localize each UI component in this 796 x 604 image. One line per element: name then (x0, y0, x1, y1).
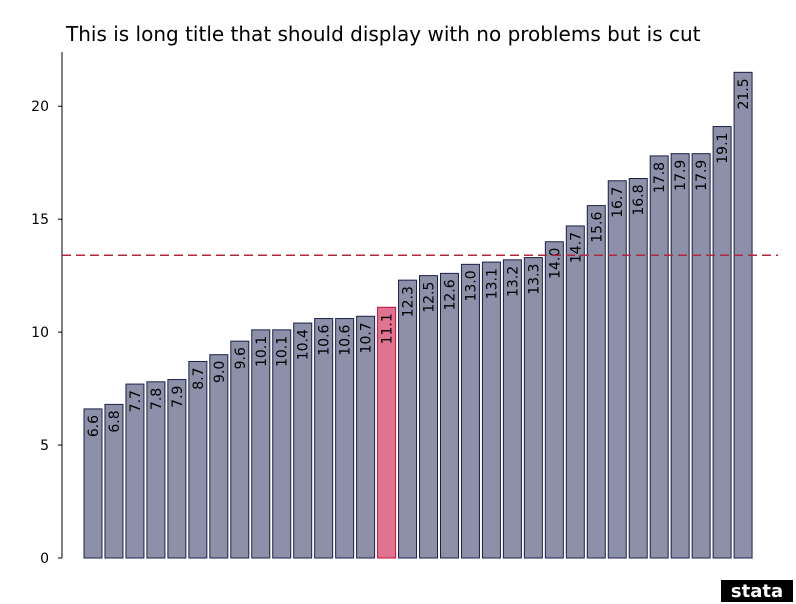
bar (356, 315, 376, 559)
bar (188, 360, 208, 559)
value-label: 6.8 (107, 410, 123, 432)
value-label: 21.5 (736, 78, 752, 109)
value-label: 12.5 (422, 282, 438, 313)
bar (544, 241, 564, 559)
value-label: 14.0 (547, 248, 563, 279)
bar (733, 71, 753, 559)
value-label: 17.9 (673, 160, 689, 191)
bar (209, 354, 229, 559)
value-label: 12.3 (401, 286, 417, 317)
value-label: 9.0 (212, 361, 228, 383)
bar (502, 259, 522, 559)
value-label: 13.3 (526, 264, 542, 295)
value-label: 19.1 (715, 133, 731, 164)
bar (272, 329, 292, 559)
bar (167, 379, 187, 559)
value-label: 17.8 (652, 162, 668, 193)
bar (523, 257, 543, 559)
value-label: 7.9 (170, 386, 186, 408)
bar (670, 153, 690, 559)
bar (230, 340, 250, 559)
chart-title: This is long title that should display w… (65, 22, 701, 46)
value-label: 13.1 (484, 268, 500, 299)
value-label: 7.7 (128, 390, 144, 412)
bar (335, 318, 355, 559)
bar (398, 279, 418, 559)
bar (293, 322, 313, 559)
bar (691, 153, 711, 559)
value-label: 13.0 (463, 270, 479, 301)
bar (649, 155, 669, 559)
y-tick-label: 15 (31, 212, 49, 228)
bar (125, 383, 145, 559)
bar (481, 261, 501, 559)
y-tick-label: 5 (40, 438, 49, 454)
bar (146, 381, 166, 559)
bar (607, 180, 627, 559)
bar (251, 329, 271, 559)
bar (377, 306, 397, 559)
bar (586, 205, 606, 559)
y-tick-label: 20 (31, 99, 49, 115)
bar (104, 403, 124, 559)
value-label: 16.7 (610, 187, 626, 218)
bar (460, 263, 480, 559)
y-tick-label: 0 (40, 551, 49, 567)
value-label: 14.7 (568, 232, 584, 263)
value-label: 8.7 (191, 367, 207, 389)
logo: stata (731, 581, 783, 602)
bar (565, 225, 585, 559)
value-label: 13.2 (505, 266, 521, 297)
value-label: 10.7 (359, 322, 375, 353)
bar (83, 408, 103, 559)
bar (314, 318, 334, 559)
value-label: 7.8 (149, 388, 165, 410)
bar (439, 272, 459, 559)
value-label: 12.6 (442, 279, 458, 310)
logo-box (721, 580, 793, 602)
value-label: 10.1 (254, 336, 270, 367)
value-label: 9.6 (233, 347, 249, 369)
value-label: 10.6 (338, 324, 354, 355)
bar (628, 178, 648, 559)
bar (712, 126, 732, 559)
value-label: 16.8 (631, 185, 647, 216)
value-label: 15.6 (589, 212, 605, 243)
value-label: 17.9 (694, 160, 710, 191)
value-label: 6.6 (86, 415, 102, 437)
bar (419, 275, 439, 559)
value-label: 10.4 (296, 329, 312, 360)
value-label: 10.1 (275, 336, 291, 367)
value-label: 11.1 (380, 313, 396, 344)
value-label: 10.6 (317, 324, 333, 355)
y-tick-label: 10 (31, 325, 49, 341)
